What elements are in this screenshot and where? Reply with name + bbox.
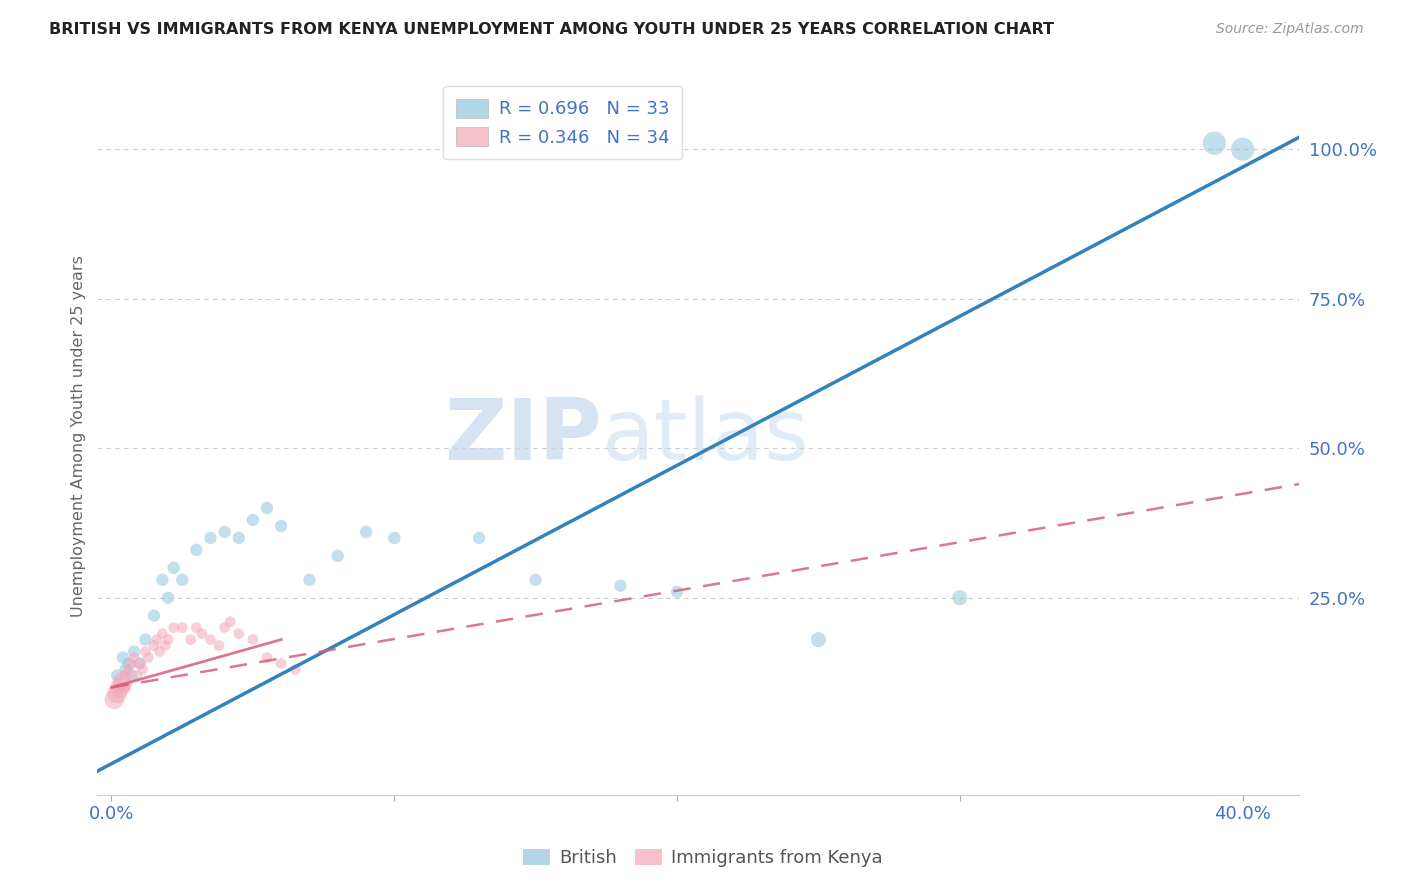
Point bbox=[1232, 142, 1254, 156]
Point bbox=[117, 657, 139, 671]
Point bbox=[117, 663, 139, 677]
Point bbox=[219, 615, 242, 629]
Point bbox=[256, 501, 278, 516]
Point bbox=[242, 513, 264, 527]
Point bbox=[354, 524, 377, 539]
Point bbox=[136, 650, 159, 665]
Point bbox=[120, 657, 142, 671]
Point bbox=[152, 626, 174, 640]
Point bbox=[111, 650, 134, 665]
Point bbox=[200, 632, 222, 647]
Point bbox=[228, 531, 250, 545]
Point bbox=[134, 632, 156, 647]
Text: Source: ZipAtlas.com: Source: ZipAtlas.com bbox=[1216, 22, 1364, 37]
Point bbox=[134, 644, 156, 658]
Point bbox=[270, 519, 292, 533]
Point bbox=[666, 584, 689, 599]
Point bbox=[242, 632, 264, 647]
Point bbox=[382, 531, 405, 545]
Point bbox=[270, 657, 292, 671]
Text: BRITISH VS IMMIGRANTS FROM KENYA UNEMPLOYMENT AMONG YOUTH UNDER 25 YEARS CORRELA: BRITISH VS IMMIGRANTS FROM KENYA UNEMPLO… bbox=[49, 22, 1054, 37]
Point bbox=[108, 681, 131, 695]
Point bbox=[807, 632, 830, 647]
Point bbox=[122, 650, 145, 665]
Point bbox=[609, 579, 631, 593]
Point bbox=[172, 573, 194, 587]
Point bbox=[191, 626, 214, 640]
Text: ZIP: ZIP bbox=[444, 395, 602, 478]
Point bbox=[172, 621, 194, 635]
Point bbox=[145, 632, 167, 647]
Point bbox=[155, 639, 177, 653]
Point bbox=[228, 626, 250, 640]
Point bbox=[120, 668, 142, 682]
Point bbox=[105, 686, 128, 700]
Point bbox=[142, 639, 165, 653]
Point bbox=[152, 573, 174, 587]
Point bbox=[122, 644, 145, 658]
Y-axis label: Unemployment Among Youth under 25 years: Unemployment Among Youth under 25 years bbox=[72, 255, 86, 617]
Point bbox=[128, 657, 150, 671]
Point bbox=[284, 663, 307, 677]
Point bbox=[114, 668, 136, 682]
Point bbox=[128, 657, 150, 671]
Point bbox=[163, 621, 186, 635]
Point bbox=[214, 524, 236, 539]
Point bbox=[208, 639, 231, 653]
Legend: British, Immigrants from Kenya: British, Immigrants from Kenya bbox=[516, 841, 890, 874]
Point bbox=[949, 591, 972, 605]
Point bbox=[125, 668, 148, 682]
Point bbox=[1204, 136, 1226, 151]
Point bbox=[108, 681, 131, 695]
Point bbox=[142, 608, 165, 623]
Point bbox=[200, 531, 222, 545]
Point bbox=[468, 531, 491, 545]
Point bbox=[186, 621, 208, 635]
Point bbox=[186, 542, 208, 557]
Point bbox=[114, 663, 136, 677]
Point bbox=[256, 650, 278, 665]
Point bbox=[214, 621, 236, 635]
Point bbox=[157, 632, 180, 647]
Legend: R = 0.696   N = 33, R = 0.346   N = 34: R = 0.696 N = 33, R = 0.346 N = 34 bbox=[443, 87, 682, 160]
Point bbox=[326, 549, 349, 563]
Point bbox=[105, 668, 128, 682]
Point bbox=[114, 681, 136, 695]
Point bbox=[163, 561, 186, 575]
Point bbox=[298, 573, 321, 587]
Point bbox=[180, 632, 202, 647]
Point bbox=[157, 591, 180, 605]
Point bbox=[131, 663, 153, 677]
Point bbox=[111, 674, 134, 689]
Text: atlas: atlas bbox=[602, 395, 810, 478]
Point bbox=[524, 573, 547, 587]
Point bbox=[103, 692, 125, 706]
Point bbox=[148, 644, 170, 658]
